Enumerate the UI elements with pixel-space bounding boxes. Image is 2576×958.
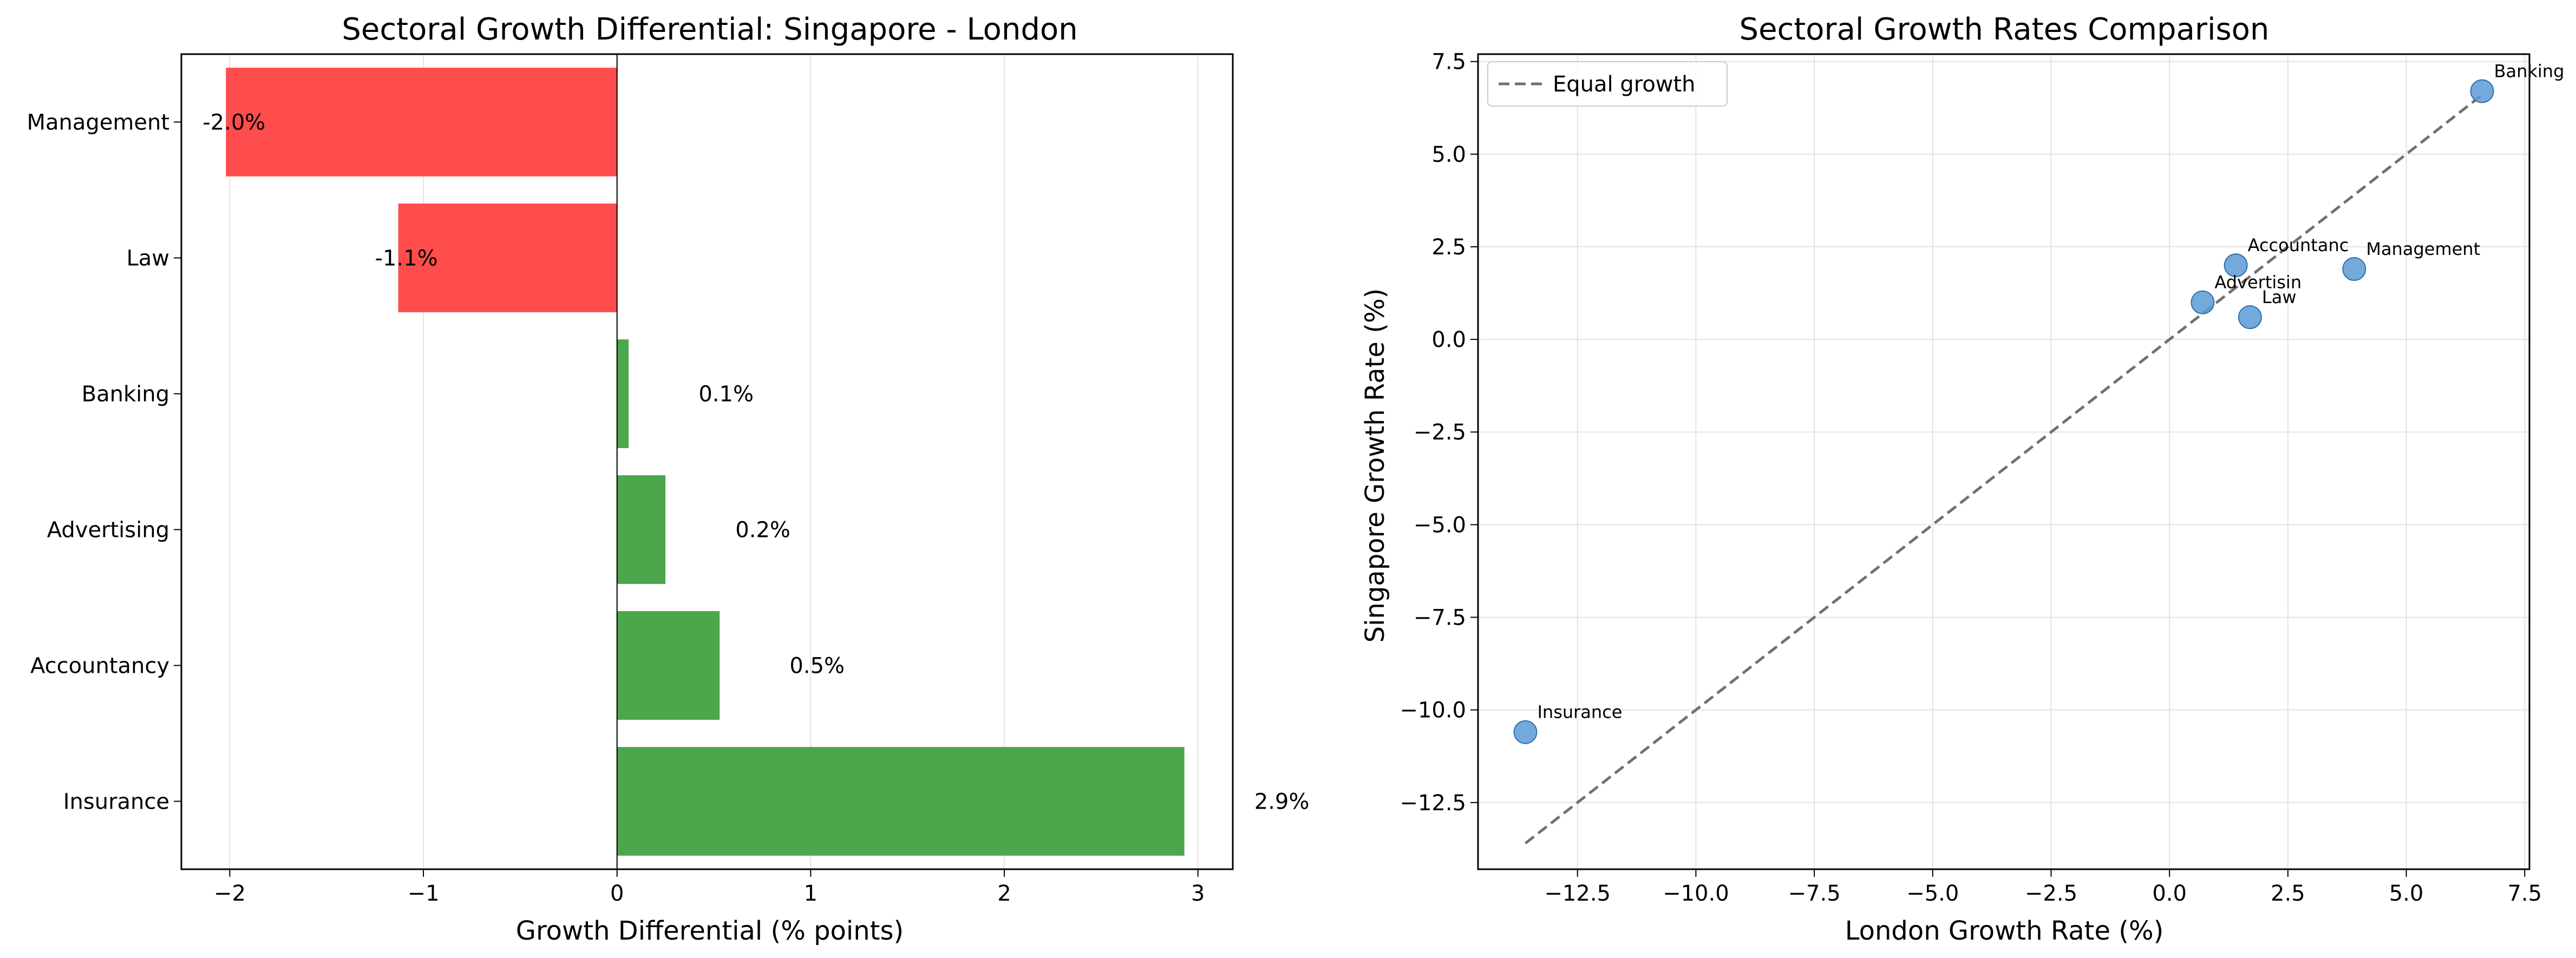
scatter-x-tick-label: −12.5 bbox=[1544, 881, 1611, 906]
bar-y-tick-label-insurance: Insurance bbox=[63, 790, 169, 815]
bar-x-tick-label: −2 bbox=[214, 881, 246, 906]
scatter-x-tick-label: −2.5 bbox=[2025, 881, 2077, 906]
bar-series bbox=[226, 68, 1185, 856]
scatter-point-label-accountanc: Accountanc bbox=[2248, 235, 2349, 255]
bar-x-tick-label: 0 bbox=[610, 881, 624, 906]
bar-chart: Sectoral Growth Differential: Singapore … bbox=[27, 12, 1310, 946]
scatter-series bbox=[1513, 79, 2494, 744]
bar-x-tick-label: −1 bbox=[408, 881, 440, 906]
bar-y-tick-label-accountancy: Accountancy bbox=[30, 654, 169, 679]
scatter-y-tick-label: −5.0 bbox=[1414, 513, 1466, 537]
scatter-chart-title: Sectoral Growth Rates Comparison bbox=[1740, 12, 2270, 47]
scatter-point-banking bbox=[2470, 79, 2494, 103]
scatter-chart: Sectoral Growth Rates Comparison Banking… bbox=[1360, 12, 2564, 946]
scatter-grid bbox=[1478, 54, 2529, 869]
bar-y-tick-label-banking: Banking bbox=[82, 382, 169, 407]
scatter-y-tick-label: −2.5 bbox=[1414, 420, 1466, 445]
scatter-x-tick-label: −10.0 bbox=[1663, 881, 1729, 906]
bar-y-ticks: Insurance Accountancy Advertising Banking La… bbox=[27, 110, 181, 815]
bar-management bbox=[226, 68, 617, 176]
bar-value-label-insurance: 2.9% bbox=[1254, 790, 1310, 815]
scatter-x-axis-label: London Growth Rate (%) bbox=[1845, 916, 2164, 946]
scatter-point-law bbox=[2238, 305, 2262, 330]
scatter-point-label-law: Law bbox=[2262, 287, 2297, 307]
scatter-point-label-management: Management bbox=[2366, 239, 2480, 259]
bar-value-label-advertising: 0.2% bbox=[735, 518, 790, 543]
bar-chart-title: Sectoral Growth Differential: Singapore … bbox=[342, 12, 1077, 47]
scatter-point-management bbox=[2342, 257, 2366, 281]
bar-x-tick-label: 2 bbox=[997, 881, 1011, 906]
bar-value-label-law: -1.1% bbox=[375, 246, 438, 271]
bar-x-tick-label: 3 bbox=[1191, 881, 1205, 906]
legend-label-equal-growth: Equal growth bbox=[1553, 72, 1696, 97]
legend-box bbox=[1487, 61, 1728, 107]
bar-plot-frame bbox=[180, 53, 1234, 870]
scatter-x-tick-label: 5.0 bbox=[2389, 881, 2424, 906]
scatter-y-axis-label: Singapore Growth Rate (%) bbox=[1360, 288, 1390, 643]
scatter-x-tick-label: 7.5 bbox=[2507, 881, 2542, 906]
scatter-y-tick-label: 5.0 bbox=[1431, 142, 1466, 167]
scatter-point-accountanc bbox=[2224, 253, 2248, 278]
scatter-x-ticks: −12.5 −10.0 −7.5 −5.0 −2.5 0.0 2.5 5.0 7.5 bbox=[1544, 869, 2542, 906]
scatter-legend: Equal growth bbox=[1487, 61, 1728, 107]
scatter-y-ticks: −12.5 −10.0 −7.5 −5.0 −2.5 0.0 2.5 5.0 7.5 bbox=[1400, 50, 1478, 816]
bar-banking bbox=[617, 339, 629, 448]
bar-advertising bbox=[617, 475, 666, 584]
scatter-point-label-advertisin: Advertisin bbox=[2214, 272, 2302, 293]
bar-y-tick-label-advertising: Advertising bbox=[47, 518, 169, 543]
scatter-x-tick-label: −7.5 bbox=[1788, 881, 1841, 906]
scatter-y-tick-label: 7.5 bbox=[1431, 50, 1466, 75]
scatter-x-tick-label: −5.0 bbox=[1906, 881, 1959, 906]
scatter-point-label-insurance: Insurance bbox=[1537, 702, 1622, 723]
equal-growth-line bbox=[1524, 94, 2483, 845]
bar-x-tick-label: 1 bbox=[804, 881, 818, 906]
bar-value-label-accountancy: 0.5% bbox=[789, 654, 845, 679]
bar-value-label-management: -2.0% bbox=[202, 110, 265, 135]
scatter-y-tick-label: 0.0 bbox=[1431, 327, 1466, 352]
bar-value-label-banking: 0.1% bbox=[698, 382, 754, 407]
bar-law bbox=[398, 204, 617, 312]
scatter-plot-frame bbox=[1477, 53, 2531, 870]
scatter-y-tick-label: −12.5 bbox=[1400, 791, 1466, 816]
bar-y-tick-label-management: Management bbox=[27, 110, 170, 135]
bar-y-tick-label-law: Law bbox=[126, 246, 169, 271]
scatter-point-advertisin bbox=[2191, 290, 2215, 314]
bar-x-axis-label: Growth Differential (% points) bbox=[516, 916, 904, 946]
scatter-x-tick-label: 2.5 bbox=[2271, 881, 2305, 906]
bar-data-labels: 2.9% 0.5% 0.2% 0.1% -1.1% -2.0% bbox=[202, 110, 1309, 815]
scatter-y-tick-label: −7.5 bbox=[1414, 606, 1466, 631]
bar-insurance bbox=[617, 747, 1185, 856]
bar-x-ticks: −2 −1 0 1 2 3 bbox=[214, 869, 1205, 906]
bar-accountancy bbox=[617, 611, 720, 720]
scatter-point-insurance bbox=[1513, 720, 1538, 744]
scatter-y-tick-label: −10.0 bbox=[1400, 698, 1466, 723]
scatter-y-tick-label: 2.5 bbox=[1431, 235, 1466, 260]
scatter-x-tick-label: 0.0 bbox=[2152, 881, 2187, 906]
